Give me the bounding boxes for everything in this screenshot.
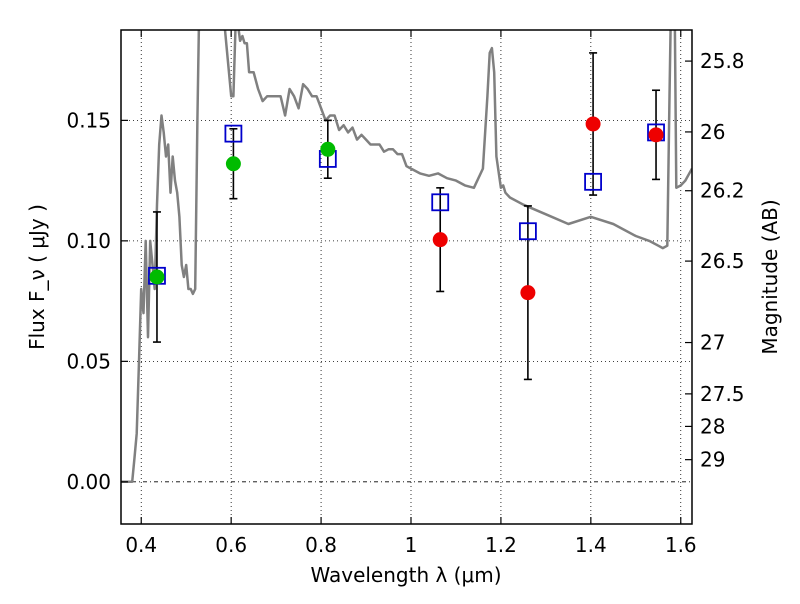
right-axis-tick-label: 29 <box>700 448 725 472</box>
right-axis-tick-label: 26.2 <box>700 179 745 203</box>
x-axis-label: Wavelength λ (μm) <box>310 563 501 587</box>
right-axis-tick-label: 28 <box>700 414 725 438</box>
error-bars <box>152 52 661 381</box>
y-tick-label: 0.00 <box>66 470 111 494</box>
y-tick-label: 0.15 <box>66 108 111 132</box>
model-photometry-square <box>224 124 243 143</box>
x-tick-label: 1 <box>405 533 418 557</box>
right-axis-tick-label: 27 <box>700 331 725 355</box>
right-axis-label: Magnitude (AB) <box>758 199 782 354</box>
model-photometry-square <box>518 222 537 241</box>
detection-point <box>320 141 336 157</box>
right-axis-tick-label: 25.8 <box>700 49 745 73</box>
right-axis-ticks: 25.8 26 26.2 26.5 27 27.5 28 29 <box>685 49 745 472</box>
x-tick-label: 1.6 <box>665 533 697 557</box>
plot-frame <box>120 29 693 525</box>
right-axis-tick-label: 26.5 <box>700 249 745 273</box>
low-sn-point <box>520 285 536 301</box>
x-axis-ticks: 0.4 0.6 0.8 1 1.2 1.4 1.6 <box>125 30 697 557</box>
x-tick-label: 0.4 <box>125 533 157 557</box>
x-tick-label: 1.2 <box>485 533 517 557</box>
x-tick-label: 0.8 <box>305 533 337 557</box>
y-tick-label: 0.10 <box>66 229 111 253</box>
detection-point <box>225 156 241 172</box>
y-tick-label: 0.05 <box>66 349 111 373</box>
model-photometry-square <box>584 172 602 191</box>
right-axis-tick-label: 27.5 <box>700 382 745 406</box>
x-tick-label: 0.6 <box>215 533 247 557</box>
model-spectrum-layer <box>121 30 692 484</box>
low-sn-point <box>585 116 601 132</box>
y-axis-label: Flux F_ν ( μJy ) <box>25 204 49 350</box>
y-axis-ticks: 0.00 0.05 0.10 0.15 <box>66 108 128 494</box>
observed-flux-markers <box>149 116 664 301</box>
x-tick-label: 1.4 <box>575 533 607 557</box>
right-axis-tick-label: 26 <box>700 120 725 144</box>
low-sn-point <box>648 127 664 143</box>
model-photometry-square <box>431 193 450 212</box>
model-spectrum-line <box>121 30 692 484</box>
detection-point <box>149 269 165 285</box>
grid-lines <box>121 30 692 524</box>
model-photometry-markers <box>148 123 665 285</box>
low-sn-point <box>432 232 448 248</box>
